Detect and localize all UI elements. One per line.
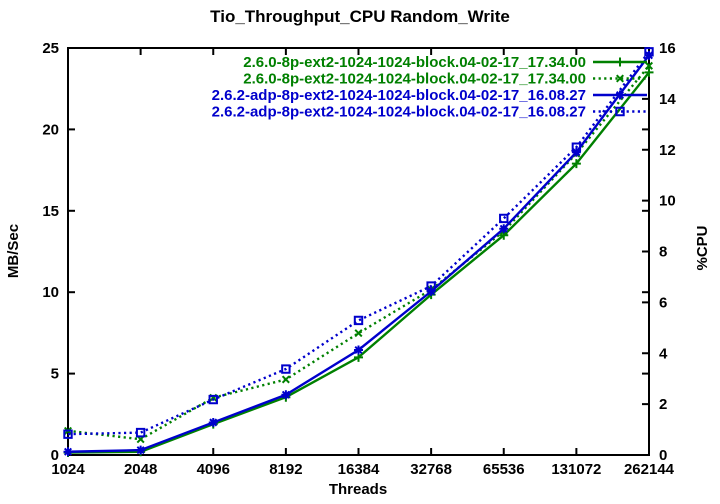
- y-axis-label: MB/Sec: [5, 224, 22, 278]
- series-markers-3: [63, 47, 654, 439]
- series-line-0: [67, 71, 650, 454]
- x-tick-label: 16384: [338, 461, 380, 478]
- legend-marker-sample: [615, 106, 625, 117]
- plus-marker: [644, 67, 654, 77]
- legend-marker-sample: [615, 74, 625, 83]
- series-line-1: [67, 65, 650, 441]
- x-tick-label: 8192: [269, 461, 302, 478]
- legend-entry-2: 2.6.2-adp-8p-ext2-1024-1024-block.04-02-…: [212, 87, 647, 104]
- square-marker: [353, 315, 364, 326]
- legend-entry-3: 2.6.2-adp-8p-ext2-1024-1024-block.04-02-…: [212, 104, 647, 121]
- asterisk-marker: [208, 417, 218, 427]
- y-tick-label: 25: [42, 40, 59, 57]
- square-marker: [644, 47, 654, 57]
- cross-marker: [281, 375, 290, 384]
- x-tick-label: 1024: [51, 461, 85, 478]
- square-marker: [571, 142, 582, 152]
- legend-label-3: 2.6.2-adp-8p-ext2-1024-1024-block.04-02-…: [212, 104, 586, 121]
- x-tick-label: 4096: [197, 461, 230, 478]
- y2-tick-label: 14: [659, 91, 676, 108]
- legend-label-2: 2.6.2-adp-8p-ext2-1024-1024-block.04-02-…: [212, 87, 586, 104]
- legend-label-0: 2.6.0-8p-ext2-1024-1024-block.04-02-17_1…: [243, 54, 586, 71]
- legend-entry-1: 2.6.0-8p-ext2-1024-1024-block.04-02-17_1…: [243, 71, 647, 88]
- y2-tick-label: 6: [659, 294, 667, 311]
- cross-marker: [354, 329, 363, 338]
- asterisk-marker: [571, 147, 581, 157]
- y2-tick-label: 4: [659, 345, 668, 362]
- y-tick-label: 0: [51, 447, 59, 464]
- chart-title: Tio_Throughput_CPU Random_Write: [210, 7, 510, 26]
- square-marker: [281, 364, 291, 374]
- asterisk-marker: [136, 445, 146, 455]
- square-marker: [426, 281, 436, 291]
- x-tick-label: 2048: [124, 461, 157, 478]
- square-marker: [499, 213, 509, 224]
- x-tick-label: 32768: [410, 461, 452, 478]
- square-marker: [63, 429, 73, 439]
- legend-entry-0: 2.6.0-8p-ext2-1024-1024-block.04-02-17_1…: [243, 54, 647, 71]
- y-tick-label: 5: [51, 366, 59, 383]
- x-tick-label: 65536: [483, 461, 525, 478]
- y-tick-label: 10: [42, 284, 59, 301]
- cross-marker: [644, 61, 654, 70]
- y2-tick-label: 0: [659, 447, 667, 464]
- legend-label-1: 2.6.0-8p-ext2-1024-1024-block.04-02-17_1…: [243, 71, 586, 88]
- y2-tick-label: 16: [659, 40, 676, 57]
- legend-marker-sample: [615, 57, 625, 67]
- plot-area: 1024 2048 4096 8192 16384 32768 65536 131072 262…: [42, 40, 676, 478]
- y2-tick-label: 2: [659, 396, 667, 413]
- x-tick-label: 131072: [551, 461, 601, 478]
- y2-axis-label: %CPU: [694, 225, 711, 270]
- x-axis-label: Threads: [329, 481, 387, 498]
- series-markers-0: [63, 67, 654, 458]
- legend-marker-sample: [615, 90, 625, 100]
- asterisk-marker: [354, 345, 363, 355]
- asterisk-marker: [426, 286, 436, 296]
- y2-tick-label: 10: [659, 193, 676, 210]
- square-marker: [135, 427, 146, 438]
- x-tick-label: 262144: [624, 461, 675, 478]
- asterisk-marker: [63, 447, 73, 457]
- y2-tick-label: 8: [659, 244, 667, 261]
- y-tick-label: 15: [42, 203, 59, 220]
- series-line-3: [67, 51, 650, 436]
- y2-tick-label: 12: [659, 142, 676, 159]
- asterisk-marker: [499, 224, 509, 234]
- y-tick-label: 20: [42, 121, 59, 138]
- asterisk-marker: [281, 390, 291, 400]
- square-marker: [208, 394, 218, 405]
- plus-marker: [571, 159, 581, 169]
